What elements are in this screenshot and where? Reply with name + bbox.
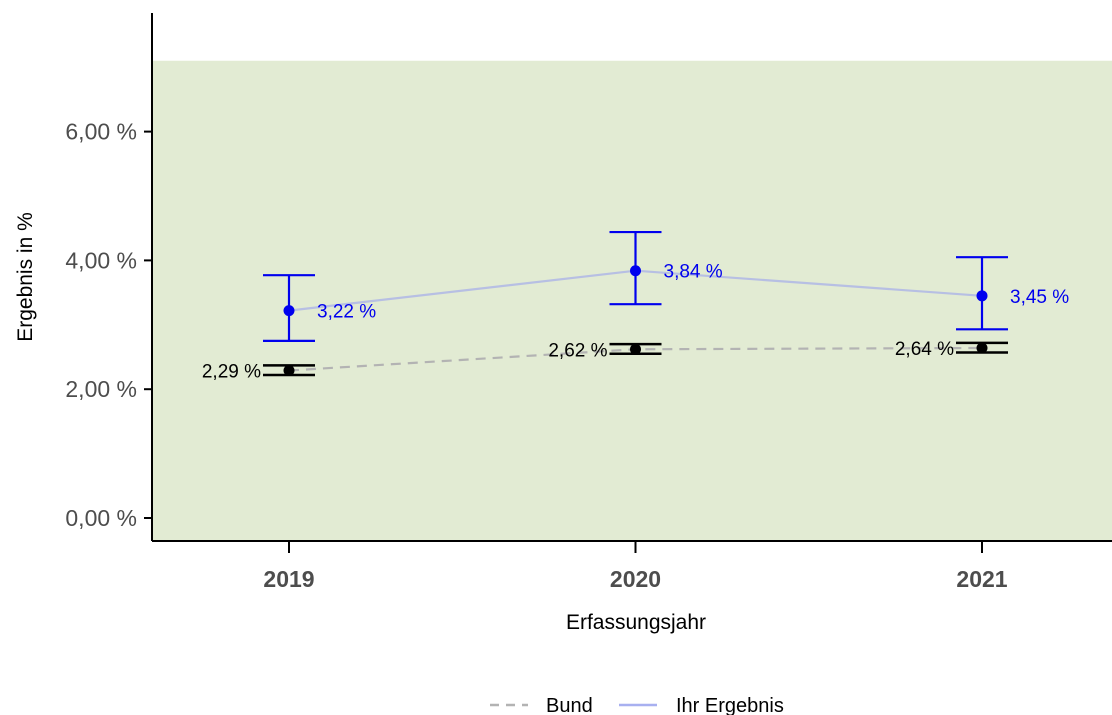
bund-data-label: 2,62 % [548,340,607,361]
ihr-data-label: 3,22 % [317,302,376,323]
ihr-point [976,290,988,302]
x-tick-label: 2021 [956,566,1007,592]
y-tick-label: 0,00 % [65,505,137,531]
legend: Bund Ihr Ergebnis [490,695,784,715]
y-tick-label: 6,00 % [65,119,137,145]
ihr-point [283,305,295,317]
y-axis: 0,00 % 2,00 % 4,00 % 6,00 % [65,119,152,531]
legend-ihr-label: Ihr Ergebnis [676,695,784,715]
x-tick-label: 2019 [263,566,314,592]
bund-point [630,343,641,355]
x-tick-label: 2020 [610,566,661,592]
ihr-point [630,265,641,277]
y-tick-label: 2,00 % [65,376,137,402]
ihr-data-label: 3,45 % [1010,287,1069,308]
series-layer: 2,29 % 2,62 % 2,64 % 3,22 % 3,84 % 3,45 % [202,230,1069,383]
bund-data-label: 2,64 % [895,339,954,360]
bund-data-label: 2,29 % [202,362,261,383]
bund-point [283,365,295,377]
legend-bund-label: Bund [546,695,593,715]
ihr-data-label: 3,84 % [664,262,723,283]
reference-band [152,60,1112,541]
x-axis-title: Erfassungsjahr [566,611,706,634]
y-axis-title: Ergebnis in % [14,212,37,342]
bund-point [976,342,988,354]
x-axis: 2019 2020 2021 [263,541,1008,592]
y-tick-label: 4,00 % [65,247,137,273]
